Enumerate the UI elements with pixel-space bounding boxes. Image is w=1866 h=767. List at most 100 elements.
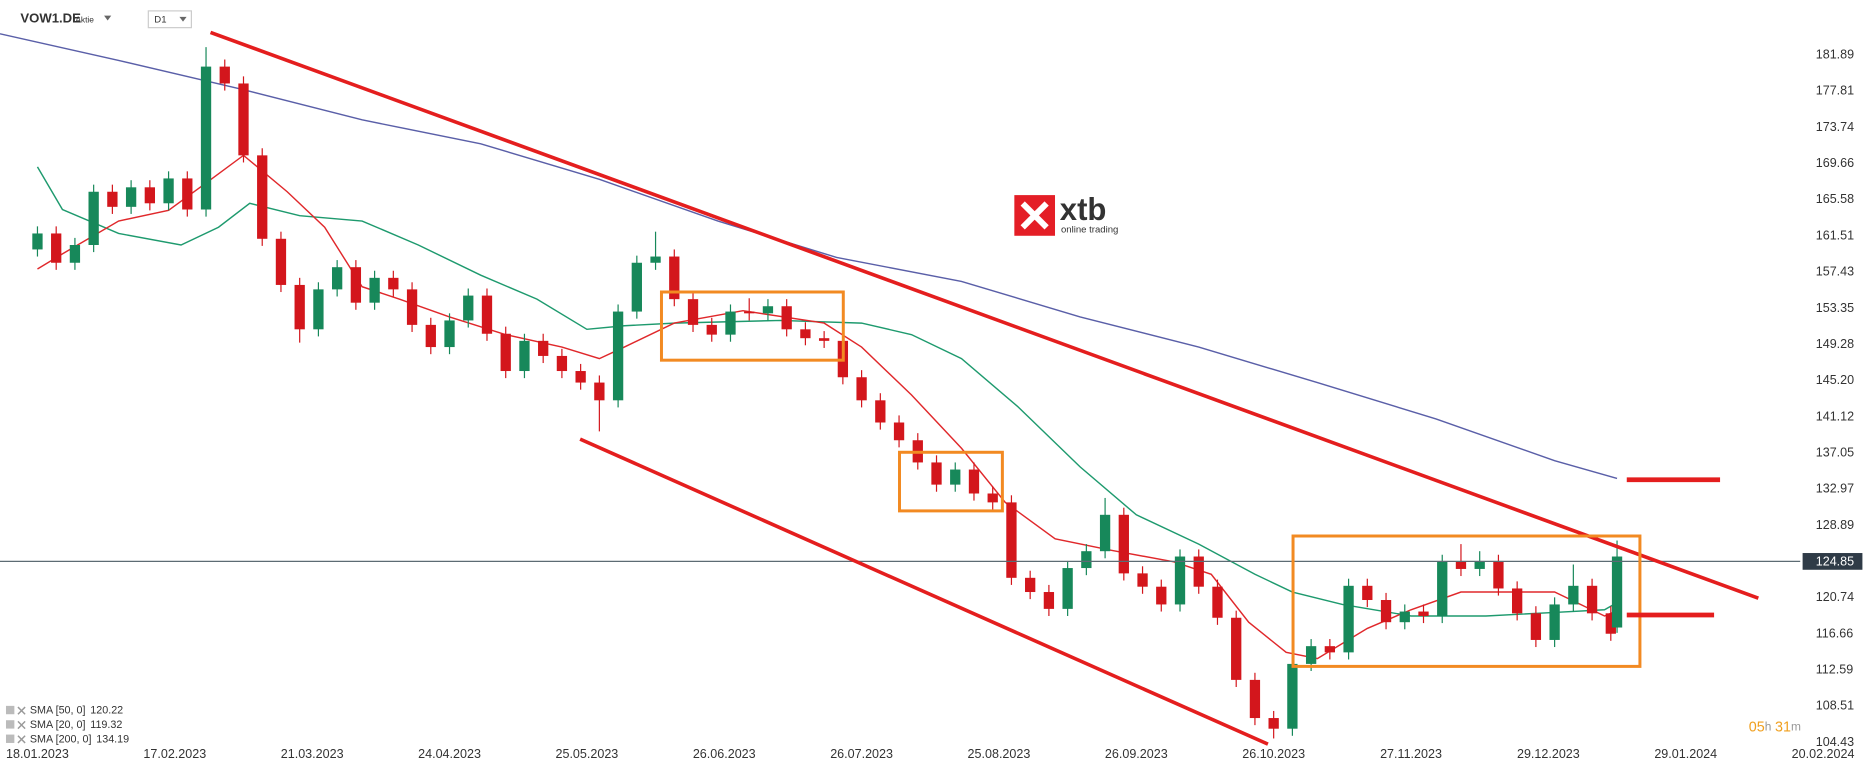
x-tick-label: 25.05.2023 bbox=[555, 747, 618, 761]
trend-line bbox=[579, 437, 1269, 746]
candle-body bbox=[406, 289, 418, 325]
candle-body bbox=[1568, 585, 1579, 605]
range-box bbox=[898, 450, 1004, 513]
header: VOW1.DE Aktie D1 bbox=[20, 10, 192, 29]
x-tick-label: 17.02.2023 bbox=[143, 747, 206, 761]
range-box bbox=[659, 290, 845, 362]
legend-entry: SMA [50, 0] 120.22 bbox=[30, 704, 123, 716]
y-tick-label: 141.12 bbox=[1816, 409, 1854, 423]
y-tick-label: 161.51 bbox=[1816, 228, 1854, 242]
x-tick-label: 26.10.2023 bbox=[1242, 747, 1305, 761]
timeframe: D1 bbox=[154, 14, 166, 25]
y-tick-label: 149.28 bbox=[1816, 337, 1854, 351]
x-tick-label: 26.09.2023 bbox=[1105, 747, 1168, 761]
candle-body bbox=[800, 329, 811, 339]
candle-body bbox=[1043, 592, 1055, 609]
candle-body bbox=[125, 187, 137, 207]
candle-body bbox=[538, 340, 549, 356]
candle-body bbox=[1118, 514, 1129, 574]
candle-body bbox=[88, 191, 99, 245]
legend-remove[interactable] bbox=[17, 735, 26, 744]
candle-body bbox=[69, 244, 81, 263]
x-tick-label: 21.03.2023 bbox=[281, 747, 344, 761]
trend-line bbox=[209, 30, 1759, 600]
candle-body bbox=[313, 289, 324, 330]
y-tick-label: 116.66 bbox=[1816, 626, 1853, 640]
candle-body bbox=[781, 306, 792, 330]
candle-body bbox=[1174, 556, 1186, 605]
candle-body bbox=[107, 191, 118, 207]
legend-entry: SMA [20, 0] 119.32 bbox=[30, 719, 122, 731]
candle-body bbox=[856, 377, 867, 401]
x-tick-label: 25.08.2023 bbox=[968, 747, 1031, 761]
y-tick-label: 120.74 bbox=[1816, 590, 1854, 604]
candle-body bbox=[687, 299, 699, 325]
candle-body bbox=[1399, 611, 1410, 623]
candle-body bbox=[1324, 646, 1336, 653]
sma-line bbox=[36, 166, 1618, 617]
candle-body bbox=[1287, 663, 1298, 729]
x-tick-label: 29.12.2023 bbox=[1517, 747, 1580, 761]
legend-name: SMA [50, 0] bbox=[30, 704, 86, 716]
candle-body bbox=[1380, 600, 1392, 623]
candle-body bbox=[1474, 561, 1485, 569]
candle-body bbox=[1530, 613, 1542, 640]
legend-remove[interactable] bbox=[17, 720, 26, 730]
candle-body bbox=[1343, 585, 1354, 653]
candle-body bbox=[182, 178, 193, 210]
candle-body bbox=[481, 295, 493, 334]
y-tick-label: 137.05 bbox=[1816, 445, 1854, 459]
candle-body bbox=[669, 256, 680, 300]
candle-body bbox=[388, 277, 399, 290]
legend-remove[interactable] bbox=[17, 706, 26, 715]
candle-body bbox=[369, 277, 380, 303]
candle-body bbox=[968, 469, 980, 494]
range-box bbox=[1291, 534, 1642, 668]
candle-body bbox=[1455, 561, 1467, 569]
sma-line bbox=[0, 33, 1618, 480]
y-tick-label: 132.97 bbox=[1816, 482, 1854, 496]
candle-body bbox=[744, 311, 755, 314]
candle-body bbox=[1493, 561, 1504, 589]
y-tick-label: 145.20 bbox=[1816, 373, 1854, 387]
y-tick-label: 128.89 bbox=[1816, 518, 1854, 532]
y-tick-label: 181.89 bbox=[1816, 47, 1854, 61]
symbol: VOW1.DE bbox=[20, 11, 81, 26]
candle-body bbox=[950, 469, 961, 485]
x-tick-label: 27.11.2023 bbox=[1380, 747, 1442, 761]
annotations bbox=[209, 30, 1759, 746]
candle-body bbox=[1062, 568, 1073, 609]
countdown-hours: 05 bbox=[1749, 719, 1765, 735]
candle-body bbox=[650, 256, 661, 263]
candle-body bbox=[144, 187, 155, 204]
candle-body bbox=[1212, 586, 1223, 618]
candle-body bbox=[1586, 585, 1598, 614]
candle-body bbox=[893, 422, 905, 441]
symbol-dropdown[interactable] bbox=[104, 15, 112, 21]
candle-body bbox=[575, 371, 586, 383]
legend-icon bbox=[5, 720, 15, 729]
candle-body bbox=[500, 333, 511, 372]
last-price-box bbox=[1802, 553, 1863, 570]
y-tick-label: 177.81 bbox=[1816, 84, 1854, 98]
countdown: 05h 31m bbox=[1749, 719, 1801, 735]
candle-body bbox=[1025, 577, 1036, 593]
candle-body bbox=[331, 267, 343, 290]
x-tick-label: 18.01.2023 bbox=[6, 747, 69, 761]
candle-body bbox=[294, 284, 305, 330]
candle-body bbox=[1137, 573, 1148, 587]
timeframe-select[interactable] bbox=[147, 10, 192, 29]
y-tick-label: 112.59 bbox=[1816, 663, 1853, 677]
y-tick-label: 153.35 bbox=[1816, 301, 1854, 315]
x-tick-label: 20.02.2024 bbox=[1792, 747, 1855, 761]
candle-body bbox=[706, 324, 717, 335]
legend-icon bbox=[5, 734, 15, 743]
candle-body bbox=[612, 311, 624, 401]
candle-body bbox=[1231, 617, 1242, 680]
countdown-hours-unit: h bbox=[1765, 720, 1772, 734]
timeframe-dropdown[interactable] bbox=[179, 16, 187, 22]
legend-entry: SMA [200, 0] 134.19 bbox=[30, 733, 129, 745]
candle-body bbox=[987, 493, 998, 503]
